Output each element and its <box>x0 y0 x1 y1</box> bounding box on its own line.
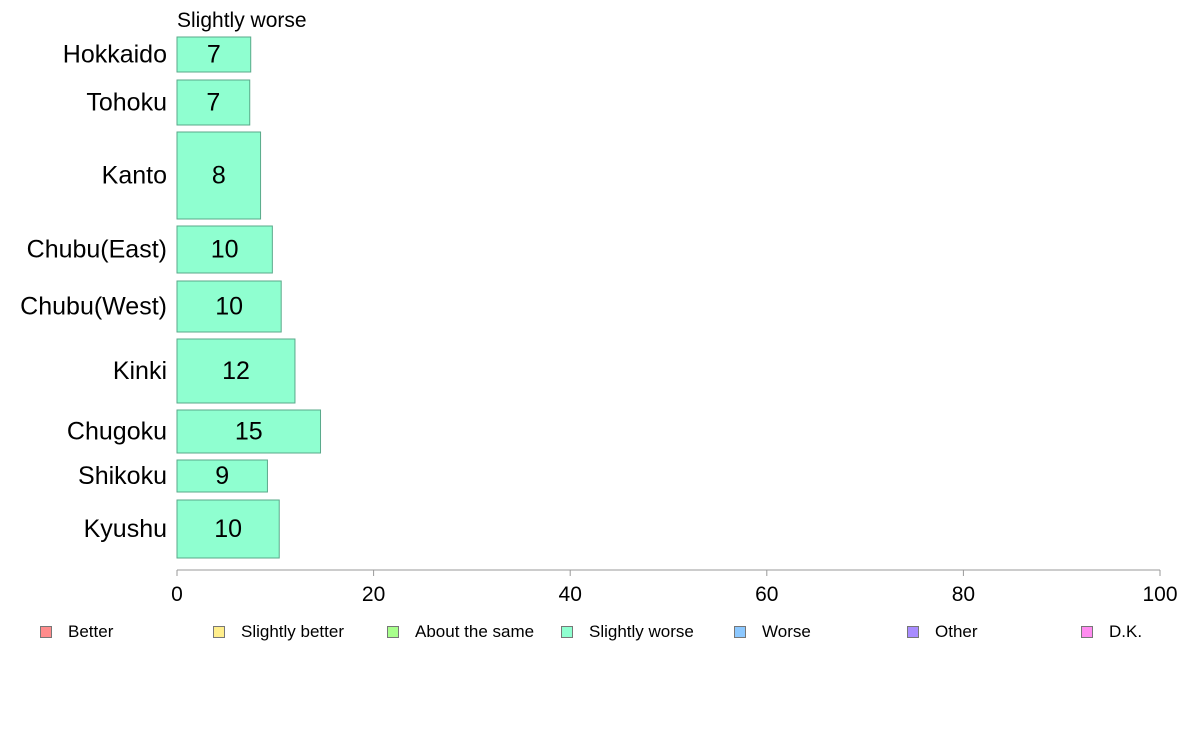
legend: Better Slightly better About the same Sligh… <box>0 622 1188 646</box>
x-tick-label: 0 <box>171 583 183 606</box>
legend-item: Slightly worse <box>561 622 694 642</box>
bar <box>176 338 296 404</box>
bar <box>176 280 282 333</box>
legend-label: Slightly better <box>241 622 344 641</box>
category-label: Chubu(West) <box>20 293 167 321</box>
x-tick-label: 60 <box>755 583 778 606</box>
legend-label: Better <box>68 622 114 641</box>
bar <box>176 409 322 454</box>
legend-label: Worse <box>762 622 811 641</box>
bar <box>176 36 252 73</box>
data-label: 9 <box>215 462 229 490</box>
category-label: Hokkaido <box>63 41 167 69</box>
data-label: 12 <box>222 357 250 385</box>
legend-swatch <box>907 626 919 638</box>
legend-swatch <box>561 626 573 638</box>
bar <box>176 225 273 274</box>
category-label: Shikoku <box>78 462 167 490</box>
category-label: Chubu(East) <box>27 236 167 264</box>
category-label: Tohoku <box>86 89 167 117</box>
legend-swatch <box>734 626 746 638</box>
bar <box>176 499 280 559</box>
legend-label: D.K. <box>1109 622 1143 641</box>
bars-layer: Hokkaido 7 Tohoku 7 Kanto 8 Chubu(East) 10 Chubu… <box>20 36 322 559</box>
x-tick-label: 20 <box>362 583 385 606</box>
x-tick-label: 100 <box>1142 583 1177 606</box>
legend-item: D.K. <box>1081 622 1142 642</box>
data-label: 10 <box>215 293 243 321</box>
data-label: 7 <box>207 41 221 69</box>
data-label: 10 <box>214 515 242 543</box>
chart-title: Slightly worse <box>177 9 307 32</box>
legend-label: About the same <box>415 622 535 641</box>
bar <box>176 79 251 126</box>
bar <box>176 459 268 493</box>
legend-swatch <box>40 626 52 638</box>
category-label: Kanto <box>102 162 167 190</box>
data-label: 8 <box>212 162 226 190</box>
category-label: Kyushu <box>84 515 167 543</box>
x-tick-label: 80 <box>952 583 975 606</box>
legend-swatch <box>213 626 225 638</box>
legend-item: Worse <box>734 622 811 642</box>
legend-item: Other <box>907 622 978 642</box>
data-label: 7 <box>206 89 220 117</box>
data-label: 10 <box>211 236 239 264</box>
bar-chart: Slightly worse Hokkaido 7 Tohoku 7 Kanto 8 Chu… <box>20 9 1178 606</box>
legend-item: Better <box>40 622 113 642</box>
legend-swatch <box>387 626 399 638</box>
legend-item: Slightly better <box>213 622 344 642</box>
data-label: 15 <box>235 418 263 446</box>
legend-swatch <box>1081 626 1093 638</box>
category-label: Chugoku <box>67 418 167 446</box>
x-axis: 0 20 40 60 80 100 <box>171 569 1178 606</box>
legend-item: About the same <box>387 622 534 642</box>
x-tick-label: 40 <box>559 583 582 606</box>
legend-label: Slightly worse <box>589 622 694 641</box>
legend-label: Other <box>935 622 978 641</box>
bar <box>176 131 262 220</box>
category-label: Kinki <box>113 357 167 385</box>
